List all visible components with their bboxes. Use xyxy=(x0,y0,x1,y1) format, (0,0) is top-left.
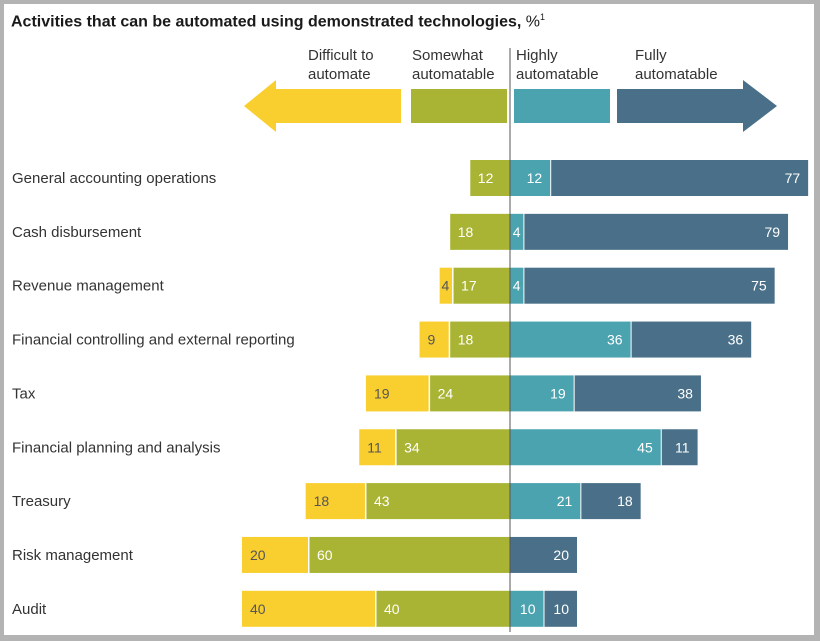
value-label-highly: 21 xyxy=(557,493,573,509)
legend-block-highly xyxy=(514,89,610,123)
value-label-fully: 38 xyxy=(677,385,693,401)
bar-difficult xyxy=(365,375,429,412)
bar-difficult xyxy=(242,536,308,573)
value-label-fully: 75 xyxy=(751,278,767,294)
value-label-difficult: 4 xyxy=(441,278,449,294)
bar-fully xyxy=(524,267,775,304)
value-label-somewhat: 18 xyxy=(458,224,474,240)
value-label-difficult: 18 xyxy=(314,493,330,509)
value-label-somewhat: 43 xyxy=(374,493,390,509)
legend-label-highly: Highly xyxy=(516,47,558,64)
bar-highly xyxy=(510,267,524,304)
bar-difficult xyxy=(359,429,396,466)
value-label-highly: 4 xyxy=(513,224,521,240)
bar-highly xyxy=(510,483,581,520)
value-label-fully: 11 xyxy=(675,439,690,455)
value-label-somewhat: 17 xyxy=(461,278,477,294)
footnote-mark: 1 xyxy=(540,12,546,22)
bar-fully xyxy=(631,321,752,358)
value-label-highly: 10 xyxy=(520,601,536,617)
legend-label-difficult-line2: automate xyxy=(308,66,371,83)
category-label: Treasury xyxy=(12,493,71,510)
bar-somewhat xyxy=(449,321,510,358)
value-label-highly: 12 xyxy=(527,170,543,186)
bar-somewhat xyxy=(449,213,510,250)
value-label-somewhat: 12 xyxy=(478,170,494,186)
value-label-highly: 19 xyxy=(550,385,566,401)
category-label: Cash disbursement xyxy=(12,224,142,241)
bar-highly xyxy=(510,375,574,412)
value-label-highly: 36 xyxy=(607,332,623,348)
bar-fully xyxy=(661,429,698,466)
value-label-highly: 4 xyxy=(513,278,521,294)
bar-somewhat xyxy=(396,429,510,466)
bar-somewhat xyxy=(469,160,510,196)
bar-highly xyxy=(510,213,524,250)
value-label-fully: 79 xyxy=(764,224,780,240)
bar-fully xyxy=(524,213,789,250)
bar-highly xyxy=(510,321,631,358)
bar-difficult xyxy=(242,590,375,627)
chart-title-text: Activities that can be automated using d… xyxy=(11,13,522,31)
value-label-somewhat: 34 xyxy=(404,439,420,455)
category-label: Tax xyxy=(12,385,36,402)
category-label: Revenue management xyxy=(12,278,165,295)
legend-label-highly-line2: automatable xyxy=(516,66,599,83)
bar-somewhat xyxy=(309,536,510,573)
value-label-difficult: 20 xyxy=(250,547,266,563)
value-label-somewhat: 24 xyxy=(438,385,454,401)
value-label-difficult: 19 xyxy=(374,385,390,401)
value-label-fully: 10 xyxy=(553,601,569,617)
category-label: Financial planning and analysis xyxy=(12,439,220,456)
legend-label-somewhat-line2: automatable xyxy=(412,66,495,83)
bar-fully xyxy=(544,590,577,627)
legend-block-somewhat xyxy=(411,89,507,123)
bar-fully xyxy=(510,536,577,573)
category-label: General accounting operations xyxy=(12,170,216,187)
bar-highly xyxy=(510,429,661,466)
category-label: Financial controlling and external repor… xyxy=(12,332,295,349)
bar-difficult xyxy=(305,483,365,520)
value-label-fully: 20 xyxy=(553,547,569,563)
bar-difficult xyxy=(419,321,449,358)
legend-label-difficult: Difficult to xyxy=(308,47,374,64)
value-label-difficult: 9 xyxy=(428,332,436,348)
category-label: Risk management xyxy=(12,547,134,564)
bar-somewhat xyxy=(365,483,510,520)
bar-highly xyxy=(510,590,544,627)
legend-label-fully-line2: automatable xyxy=(635,66,718,83)
value-label-fully: 36 xyxy=(728,332,744,348)
legend-arrow-difficult xyxy=(244,80,401,132)
value-label-difficult: 40 xyxy=(250,601,266,617)
legend-arrow-fully xyxy=(617,80,777,132)
value-label-difficult: 11 xyxy=(367,439,382,455)
category-label: Audit xyxy=(12,601,47,618)
value-label-fully: 77 xyxy=(785,170,801,186)
bar-somewhat xyxy=(429,375,510,412)
chart-title: Activities that can be automated using d… xyxy=(11,12,545,31)
bar-somewhat xyxy=(453,267,510,304)
bar-fully xyxy=(551,160,809,196)
chart-title-unit: % xyxy=(525,13,540,31)
bar-somewhat xyxy=(376,590,510,627)
legend-label-fully: Fully xyxy=(635,47,667,64)
value-label-somewhat: 60 xyxy=(317,547,333,563)
legend-label-somewhat: Somewhat xyxy=(412,47,484,64)
bar-fully xyxy=(581,483,641,520)
value-label-fully: 18 xyxy=(617,493,633,509)
bar-highly xyxy=(510,160,551,196)
bar-difficult xyxy=(439,267,453,304)
value-label-highly: 45 xyxy=(637,439,653,455)
value-label-somewhat: 18 xyxy=(458,332,474,348)
bar-fully xyxy=(574,375,701,412)
value-label-somewhat: 40 xyxy=(384,601,400,617)
